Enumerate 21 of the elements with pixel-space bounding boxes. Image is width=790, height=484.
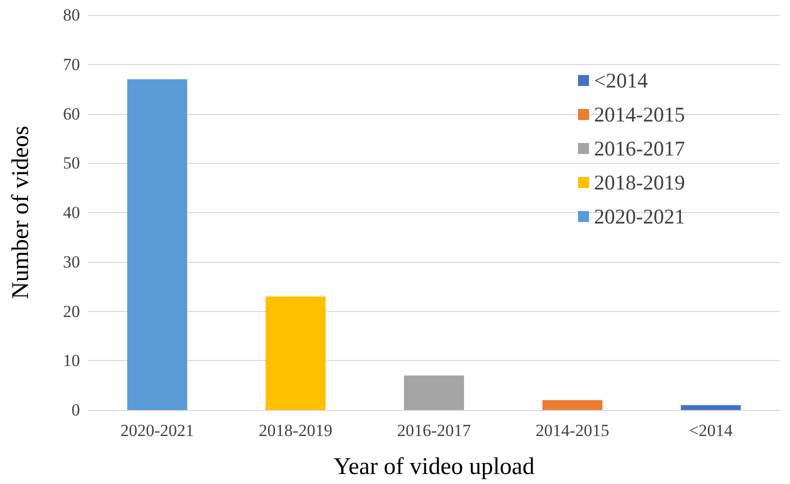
legend-label: <2014 bbox=[594, 68, 648, 92]
y-tick-label: 30 bbox=[63, 252, 80, 272]
legend-label: 2018-2019 bbox=[594, 170, 686, 194]
y-tick-label: 70 bbox=[63, 54, 80, 74]
y-tick-label: 20 bbox=[63, 302, 80, 321]
y-tick-label: 10 bbox=[63, 351, 80, 370]
x-tick-label: 2014-2015 bbox=[536, 421, 610, 440]
y-axis-title: Number of videos bbox=[8, 126, 34, 300]
x-tick-label: 2018-2019 bbox=[258, 421, 332, 440]
y-tick-label: 60 bbox=[63, 104, 80, 124]
x-tick-label: 2020-2021 bbox=[120, 421, 194, 440]
y-tick-label: 40 bbox=[63, 203, 80, 222]
legend-label: 2020-2021 bbox=[594, 204, 686, 228]
x-tick-label: 2016-2017 bbox=[397, 421, 472, 440]
x-tick-label: <2014 bbox=[689, 421, 734, 440]
x-axis-title: Year of video upload bbox=[334, 454, 534, 480]
legend-label: 2016-2017 bbox=[594, 136, 686, 160]
y-tick-label: 50 bbox=[63, 154, 80, 173]
y-tick-label: 0 bbox=[72, 400, 80, 420]
legend-label: 2014-2015 bbox=[594, 102, 686, 126]
y-tick-label: 80 bbox=[63, 6, 80, 24]
